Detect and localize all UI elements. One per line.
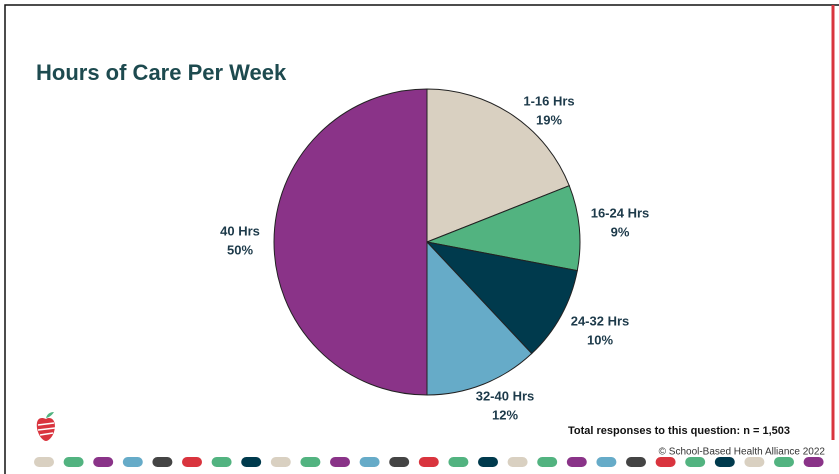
dot — [211, 457, 232, 467]
dot — [537, 457, 558, 467]
dot — [507, 457, 528, 467]
dot — [803, 457, 824, 467]
slice-value-label: 10% — [587, 332, 613, 347]
slice-label: 32-40 Hrs — [476, 388, 535, 403]
slice-value-label: 9% — [611, 224, 630, 239]
pie-slice — [426, 88, 570, 243]
dot — [182, 457, 202, 467]
slice-label: 1-16 Hrs — [523, 93, 574, 108]
dot — [478, 457, 498, 467]
dot — [566, 457, 587, 467]
dot — [93, 457, 114, 467]
dot — [774, 457, 794, 467]
dot — [685, 457, 706, 467]
chart-title: Hours of Care Per Week — [36, 60, 287, 85]
copyright: © School-Based Health Alliance 2022 — [659, 447, 826, 458]
note: Total responses to this question: n = 1,… — [568, 425, 790, 437]
slice-value-label: 12% — [492, 407, 518, 422]
logo — [36, 412, 56, 441]
slice-value-label: 50% — [227, 242, 253, 257]
pie-slice — [273, 88, 428, 396]
dot — [655, 457, 676, 467]
slice-label: 40 Hrs — [220, 223, 260, 238]
pie-slice — [426, 240, 533, 396]
dot — [330, 457, 350, 467]
dot — [241, 457, 262, 467]
slice-label: 24-32 Hrs — [571, 313, 630, 328]
dot — [34, 457, 54, 467]
slice-label: 16-24 Hrs — [591, 205, 650, 220]
dot — [300, 457, 321, 467]
dot — [389, 457, 410, 467]
dot — [626, 457, 646, 467]
dot — [270, 457, 291, 467]
dot — [714, 457, 735, 467]
dot — [122, 457, 143, 467]
dot — [596, 457, 617, 467]
dot — [63, 457, 84, 467]
dot — [744, 457, 765, 467]
slice-value-label: 19% — [536, 112, 562, 127]
pie-slice — [425, 241, 578, 355]
logo-leaf — [46, 412, 54, 418]
dot — [448, 457, 469, 467]
dot-row — [34, 457, 824, 467]
dot — [418, 457, 439, 467]
dot — [359, 457, 380, 467]
logo-stripes — [37, 422, 56, 436]
pie-slice — [425, 185, 581, 272]
dot — [152, 457, 173, 467]
